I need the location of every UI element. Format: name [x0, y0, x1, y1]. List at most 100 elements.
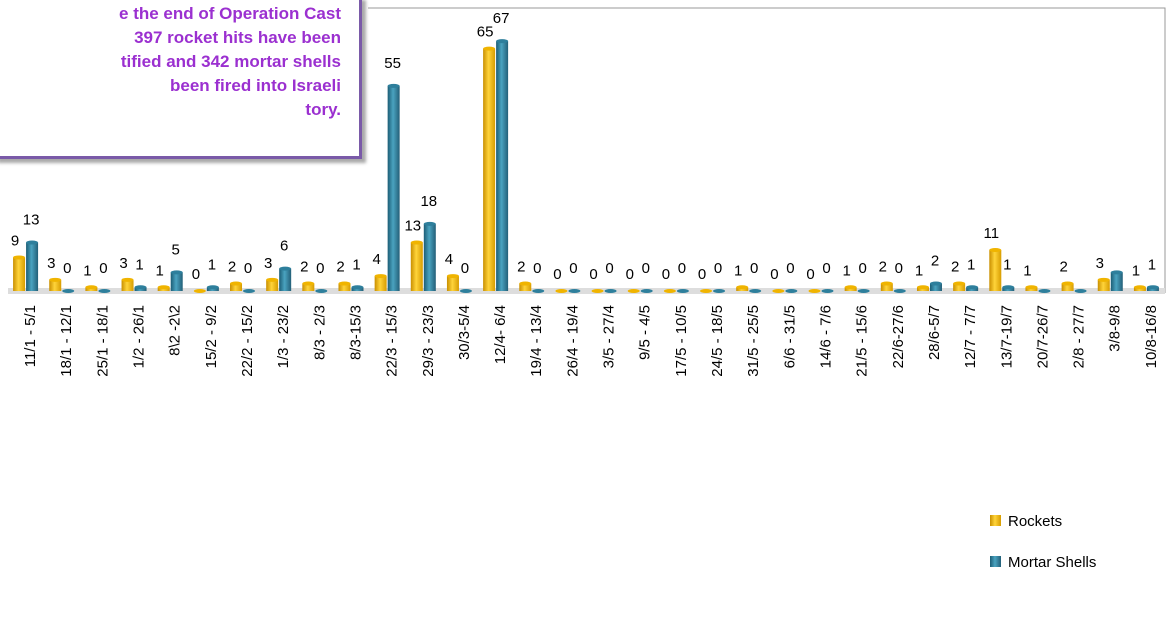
bar-cap: [170, 270, 183, 275]
x-tick-label: 8/3-15/3: [347, 305, 364, 360]
floor: [8, 288, 1165, 294]
bar-cap: [857, 289, 870, 293]
data-label: 9: [11, 232, 19, 249]
data-label: 0: [822, 260, 830, 277]
bar: [1097, 279, 1110, 291]
x-tick-label: 26/4 - 19/4: [564, 305, 581, 377]
bar-cap: [1061, 281, 1074, 286]
bar: [989, 249, 1002, 291]
bar-cap: [483, 46, 496, 51]
bar: [496, 41, 509, 291]
x-tick-label: 12/4- 6/4: [492, 305, 509, 364]
x-tick-label: 21/5 - 15/6: [854, 305, 871, 377]
bar-cap: [555, 289, 568, 293]
bar-cap: [676, 289, 689, 293]
bar-cap: [315, 289, 328, 293]
bar: [929, 283, 942, 291]
x-tick-label: 8\2 -2\2: [167, 305, 184, 356]
x-tick-label: 10/8-16/8: [1143, 305, 1160, 368]
data-label: 5: [172, 241, 180, 258]
bar-cap: [640, 289, 653, 293]
x-tick-label: 18/1 - 12/1: [58, 305, 75, 377]
bar-cap: [157, 285, 170, 290]
data-label: 2: [1059, 259, 1067, 276]
bar-cap: [1110, 270, 1123, 275]
data-label: 4: [445, 251, 453, 268]
x-tick-label: 20/7-26/7: [1034, 305, 1051, 368]
annotation-line: tified and 342 mortar shells: [120, 52, 341, 71]
data-label: 6: [280, 238, 288, 255]
bar-cap: [663, 289, 676, 293]
x-tick-label: 19/4 - 13/4: [528, 305, 545, 377]
bar-cap: [1146, 285, 1159, 290]
x-tick-label: 29/3 - 23/3: [420, 305, 437, 377]
data-label: 2: [336, 259, 344, 276]
data-label: 0: [859, 260, 867, 277]
bar: [121, 279, 134, 291]
data-label: 3: [47, 255, 55, 272]
bar-cap: [13, 255, 26, 260]
bar-cap: [713, 289, 726, 293]
x-tick-label: 2/8 - 27/7: [1071, 305, 1088, 368]
data-label: 1: [1148, 256, 1156, 273]
x-tick-label: 8/3 - 2/3: [311, 305, 328, 360]
x-tick-label: 24/5 - 18/5: [709, 305, 726, 377]
bar-cap: [749, 289, 762, 293]
annotation-line: e the end of Operation Cast: [119, 4, 341, 23]
bar-cap: [351, 285, 364, 290]
bar-cap: [627, 289, 640, 293]
bar: [423, 223, 436, 291]
data-label: 2: [517, 259, 525, 276]
bar-cap: [1002, 285, 1015, 290]
data-label: 4: [372, 251, 380, 268]
data-label: 0: [589, 266, 597, 283]
x-tick-label: 30/3-5/4: [456, 305, 473, 360]
bar-cap: [1025, 285, 1038, 290]
bar: [266, 279, 279, 291]
bar-cap: [446, 274, 459, 279]
data-label: 1: [915, 262, 923, 279]
data-label: 0: [316, 260, 324, 277]
data-label: 1: [352, 256, 360, 273]
x-tick-label: 12/7 - 7/7: [962, 305, 979, 368]
x-tick-label: 31/5 - 25/5: [745, 305, 762, 377]
data-label: 0: [192, 266, 200, 283]
x-tick-label: 22/2 - 15/2: [239, 305, 256, 377]
data-label: 1: [135, 256, 143, 273]
bar: [374, 276, 387, 291]
bar-cap: [496, 39, 509, 44]
data-label: 1: [83, 262, 91, 279]
bar-cap: [266, 277, 279, 282]
data-label: 0: [678, 260, 686, 277]
bar-cap: [49, 277, 62, 282]
data-label: 0: [750, 260, 758, 277]
x-tick-label: 14/6 - 7/6: [817, 305, 834, 368]
data-label: 0: [461, 260, 469, 277]
bar: [170, 272, 183, 291]
plot-frame: [368, 7, 1166, 293]
bar: [13, 257, 26, 291]
bar: [279, 268, 292, 291]
data-label: 2: [931, 253, 939, 270]
data-label: 0: [698, 266, 706, 283]
data-label: 2: [300, 259, 308, 276]
bar-cap: [785, 289, 798, 293]
data-label: 55: [384, 55, 401, 72]
bar-cap: [953, 281, 966, 286]
x-tick-label: 13/7-19/7: [998, 305, 1015, 368]
bar-cap: [243, 289, 256, 293]
data-label: 0: [605, 260, 613, 277]
annotation-box: e the end of Operation Cast 397 rocket h…: [0, 0, 362, 159]
bar-cap: [989, 247, 1002, 252]
bar-cap: [134, 285, 147, 290]
bar-cap: [700, 289, 713, 293]
bar: [230, 283, 243, 291]
bar: [49, 279, 62, 291]
x-tick-label: 15/2 - 9/2: [203, 305, 220, 368]
data-label: 0: [533, 260, 541, 277]
annotation-line: tory.: [305, 100, 341, 119]
bar-cap: [85, 285, 98, 290]
x-tick-label: 6/6 - 31/5: [781, 305, 798, 368]
data-label: 0: [770, 266, 778, 283]
